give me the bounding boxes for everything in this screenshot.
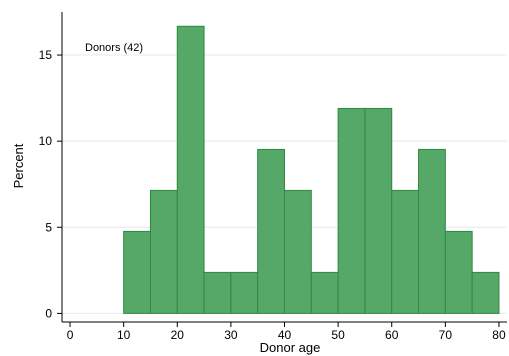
bar-15-20 — [149, 189, 178, 314]
x-tick-label-80: 80 — [492, 328, 506, 342]
bar-75-80 — [471, 271, 500, 314]
x-tick-label-20: 20 — [171, 328, 185, 342]
bar-10-15 — [123, 230, 151, 314]
y-tick-label-5: 5 — [45, 220, 52, 234]
bar-35-40 — [257, 148, 286, 314]
bar-55-60 — [364, 107, 393, 314]
y-tick-label-0: 0 — [45, 306, 52, 320]
x-tick-label-30: 30 — [224, 328, 238, 342]
histogram-bars — [123, 25, 500, 314]
bar-65-70 — [418, 148, 446, 314]
x-axis-label: Donor age — [260, 340, 321, 355]
bar-50-55 — [337, 107, 366, 314]
y-axis-ticks: 0 5 10 15 — [39, 48, 62, 320]
y-tick-label-10: 10 — [39, 134, 53, 148]
x-tick-label-60: 60 — [385, 328, 399, 342]
y-axis-label: Percent — [11, 143, 26, 188]
x-tick-label-10: 10 — [117, 328, 131, 342]
x-tick-label-50: 50 — [331, 328, 345, 342]
legend-text: Donors (42) — [85, 42, 143, 54]
bar-70-75 — [444, 230, 473, 314]
x-tick-label-70: 70 — [439, 328, 453, 342]
y-tick-label-15: 15 — [39, 48, 53, 62]
x-tick-label-0: 0 — [67, 328, 74, 342]
bar-60-65 — [391, 189, 420, 314]
x-axis-ticks: 0 10 20 30 40 50 60 70 80 — [67, 322, 506, 342]
x-tick-label-40: 40 — [278, 328, 292, 342]
bar-30-35 — [230, 271, 259, 314]
bar-25-30 — [203, 271, 232, 314]
bar-45-50 — [310, 271, 339, 314]
bar-20-25 — [176, 25, 205, 314]
bar-40-45 — [284, 189, 312, 314]
